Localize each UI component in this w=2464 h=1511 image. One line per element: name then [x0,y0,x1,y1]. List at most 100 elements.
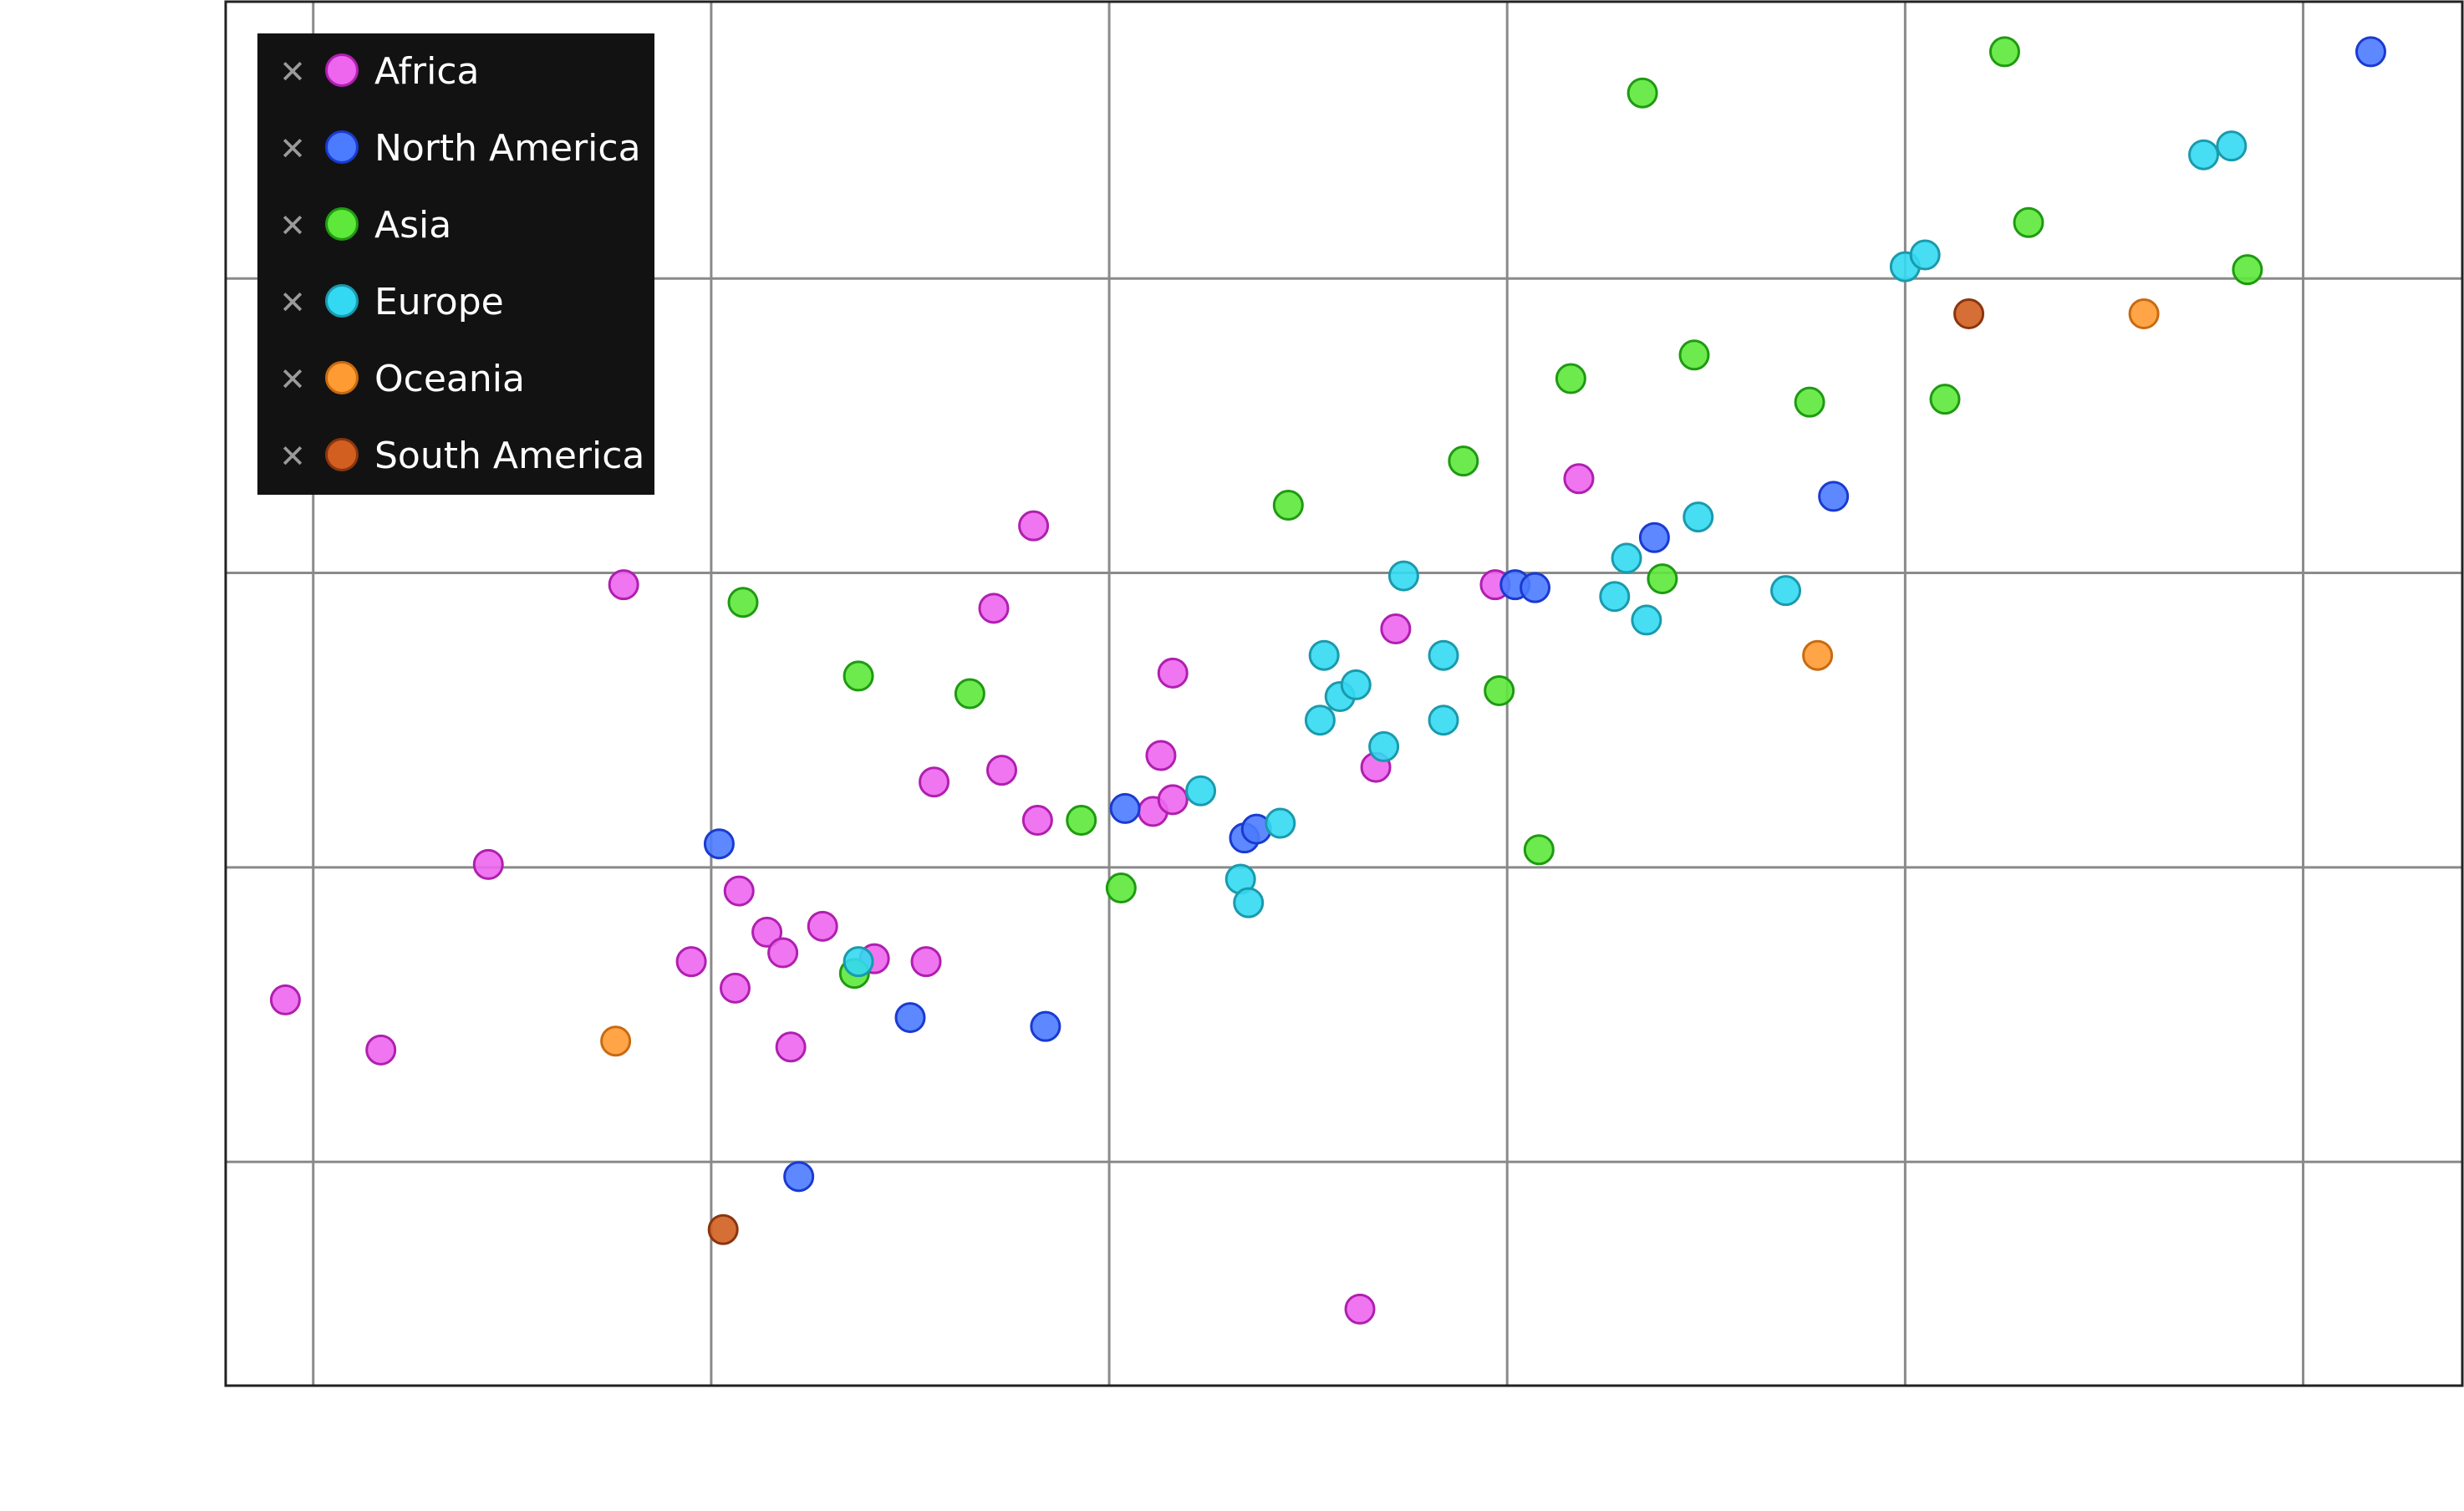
close-icon[interactable]: ✕ [279,130,306,167]
gridlines [226,2,2462,1386]
legend-swatch-asia [325,207,359,241]
point-africa[interactable] [719,972,751,1004]
point-europe[interactable] [1428,639,1459,671]
point-europe[interactable] [1308,639,1340,671]
point-asia[interactable] [843,660,874,692]
point-north-america[interactable] [1030,1010,1061,1042]
close-icon[interactable]: ✕ [279,438,306,475]
legend-label: North America [374,127,641,170]
point-asia[interactable] [2232,254,2263,286]
point-oceania[interactable] [1802,639,1834,671]
point-africa[interactable] [807,910,838,942]
point-north-america[interactable] [1520,572,1551,603]
legend-item-africa[interactable]: ✕ Africa [257,33,654,110]
point-europe[interactable] [2216,130,2248,162]
legend-swatch-europe [325,284,359,318]
point-north-america[interactable] [703,828,735,860]
point-europe[interactable] [1770,575,1802,607]
point-north-america[interactable] [1109,792,1141,824]
point-africa[interactable] [986,755,1018,786]
point-europe[interactable] [2187,139,2219,170]
point-europe[interactable] [1340,669,1372,700]
point-europe[interactable] [1304,705,1336,736]
legend: ✕ Africa ✕ North America ✕ Asia ✕ Europe… [257,33,654,495]
legend-swatch-south-america [325,438,359,471]
point-africa[interactable] [751,916,783,948]
point-north-america[interactable] [783,1161,815,1193]
point-north-america[interactable] [894,1002,926,1034]
point-europe[interactable] [1265,807,1296,839]
point-africa[interactable] [472,848,504,880]
point-africa[interactable] [910,946,942,978]
point-europe[interactable] [1368,730,1400,762]
legend-item-asia[interactable]: ✕ Asia [257,187,654,264]
point-europe[interactable] [1428,705,1459,736]
legend-label: Europe [374,281,504,323]
point-asia[interactable] [1523,834,1555,866]
legend-item-north-america[interactable]: ✕ North America [257,110,654,187]
legend-label: South America [374,435,645,477]
point-asia[interactable] [1647,563,1678,595]
legend-item-south-america[interactable]: ✕ South America [257,418,654,495]
legend-item-oceania[interactable]: ✕ Oceania [257,341,654,418]
point-europe[interactable] [1631,604,1662,636]
point-asia[interactable] [1929,384,1961,415]
point-africa[interactable] [1157,657,1189,689]
point-asia[interactable] [1627,77,1658,109]
point-africa[interactable] [978,593,1010,624]
point-north-america[interactable] [1638,521,1670,553]
point-asia[interactable] [1794,386,1825,418]
point-africa[interactable] [1344,1293,1376,1325]
point-africa[interactable] [767,937,799,969]
point-asia[interactable] [1555,363,1586,394]
point-africa[interactable] [1145,740,1177,771]
point-asia[interactable] [1066,805,1097,837]
point-africa[interactable] [775,1031,807,1063]
point-europe[interactable] [843,946,874,978]
point-asia[interactable] [954,678,985,710]
point-oceania[interactable] [600,1025,632,1057]
point-asia[interactable] [1272,490,1304,521]
data-points [269,36,2386,1325]
point-africa[interactable] [675,946,707,978]
close-icon[interactable]: ✕ [279,361,306,398]
point-europe[interactable] [1233,887,1265,918]
point-asia[interactable] [2013,206,2044,238]
legend-swatch-africa [325,53,359,87]
point-europe[interactable] [1387,560,1419,592]
point-north-america[interactable] [2355,36,2386,68]
point-africa[interactable] [1021,805,1053,837]
point-asia[interactable] [1484,674,1515,706]
point-south-america[interactable] [1953,298,1985,329]
close-icon[interactable]: ✕ [279,53,306,90]
close-icon[interactable]: ✕ [279,207,306,244]
point-africa[interactable] [608,569,639,601]
point-asia[interactable] [1448,445,1479,477]
point-asia[interactable] [1988,36,2020,68]
point-africa[interactable] [1157,784,1189,816]
point-africa[interactable] [269,984,301,1015]
point-north-america[interactable] [1818,481,1850,512]
point-europe[interactable] [1599,581,1631,613]
legend-label: Oceania [374,358,525,400]
point-africa[interactable] [1380,613,1412,644]
point-europe[interactable] [1683,501,1714,533]
point-asia[interactable] [1678,339,1710,371]
point-africa[interactable] [1018,510,1050,542]
point-asia[interactable] [1105,873,1137,904]
point-africa[interactable] [723,875,755,907]
point-europe[interactable] [1611,542,1642,574]
legend-item-europe[interactable]: ✕ Europe [257,264,654,341]
point-europe[interactable] [1185,775,1217,806]
point-africa[interactable] [365,1034,397,1066]
plot-frame [224,0,2464,1387]
point-oceania[interactable] [2128,298,2160,329]
point-asia[interactable] [727,587,759,618]
point-south-america[interactable] [707,1213,739,1245]
legend-label: Africa [374,50,480,93]
point-africa[interactable] [1563,463,1595,495]
point-africa[interactable] [919,766,950,798]
close-icon[interactable]: ✕ [279,284,306,321]
point-europe[interactable] [1909,239,1941,271]
